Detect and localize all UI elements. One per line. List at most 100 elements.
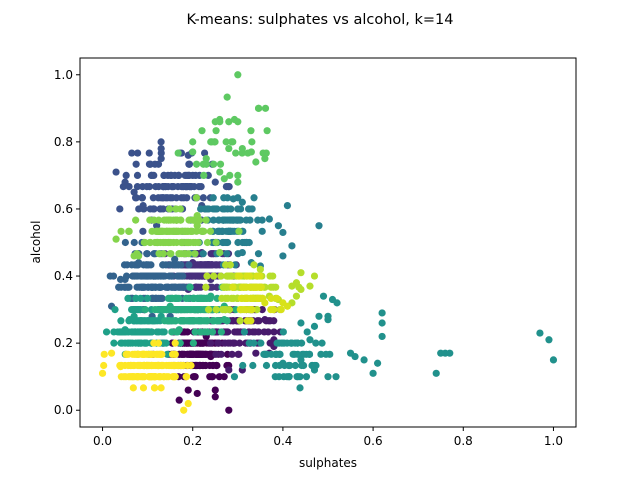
data-point — [146, 238, 155, 247]
data-point — [229, 317, 237, 325]
data-point — [297, 269, 305, 277]
data-point — [317, 350, 325, 358]
y-axis-ticks: 0.0 0.2 0.4 0.6 0.8 1.0 — [54, 68, 80, 417]
data-point — [173, 216, 181, 224]
data-point — [184, 399, 192, 408]
data-point — [234, 178, 242, 186]
data-point — [189, 148, 197, 156]
data-point — [177, 250, 186, 258]
data-point — [193, 222, 201, 230]
data-point — [238, 198, 246, 206]
data-point — [176, 205, 185, 213]
data-point — [212, 127, 220, 135]
data-point — [139, 202, 147, 210]
data-point — [155, 250, 163, 258]
data-point — [111, 305, 119, 314]
x-tick-label: 0.0 — [93, 434, 112, 448]
data-point — [266, 272, 274, 280]
data-point — [184, 386, 192, 394]
data-point — [216, 227, 224, 235]
data-point — [220, 373, 228, 381]
data-point — [150, 317, 158, 325]
data-point — [159, 261, 167, 269]
cluster-11 — [202, 261, 319, 325]
data-point — [102, 328, 111, 336]
data-point — [241, 283, 249, 291]
data-point — [292, 292, 301, 300]
data-point — [165, 238, 173, 247]
data-point — [374, 359, 382, 367]
data-point — [177, 283, 185, 291]
cluster-9 — [174, 71, 271, 186]
data-point — [142, 261, 150, 269]
data-point — [132, 339, 140, 347]
data-point — [107, 349, 116, 357]
data-point — [135, 259, 143, 267]
data-point — [181, 171, 189, 180]
data-point — [258, 216, 266, 224]
data-point — [199, 361, 207, 370]
data-point — [220, 238, 228, 247]
data-point — [128, 328, 136, 336]
data-point — [312, 339, 320, 347]
y-tick-label: 0.8 — [54, 135, 73, 149]
data-point — [191, 250, 199, 258]
data-point — [332, 373, 340, 381]
data-point — [145, 160, 154, 168]
data-point — [247, 127, 255, 135]
data-point — [293, 373, 301, 381]
data-point — [168, 350, 177, 358]
data-point — [197, 317, 206, 325]
data-point — [157, 144, 165, 153]
data-point — [150, 339, 158, 347]
cluster-12 — [229, 272, 292, 325]
data-point — [213, 317, 221, 325]
data-point — [324, 312, 332, 320]
data-point — [131, 194, 140, 202]
data-point — [206, 227, 215, 235]
data-point — [121, 326, 129, 334]
data-point — [225, 118, 233, 126]
data-point — [220, 194, 228, 202]
data-point — [216, 248, 224, 257]
data-point — [139, 350, 148, 358]
data-point — [189, 171, 197, 180]
data-point — [174, 149, 182, 157]
data-point — [180, 194, 188, 202]
data-point — [212, 305, 220, 314]
data-point — [279, 228, 287, 237]
data-point — [171, 373, 179, 381]
data-point — [298, 361, 306, 370]
data-point — [222, 138, 230, 146]
data-point — [220, 316, 228, 324]
data-point — [110, 339, 118, 347]
data-point — [203, 328, 212, 336]
data-point — [261, 155, 269, 163]
data-point — [159, 339, 168, 347]
points-layer — [98, 71, 558, 414]
data-point — [203, 272, 211, 280]
data-point — [167, 216, 175, 224]
data-point — [234, 118, 242, 126]
data-point — [229, 227, 237, 235]
data-point — [174, 305, 182, 314]
cluster-2 — [161, 238, 240, 303]
data-point — [261, 316, 269, 324]
data-point — [223, 250, 231, 258]
data-point — [150, 250, 158, 258]
data-point — [270, 328, 278, 336]
data-point — [248, 138, 256, 146]
data-point — [185, 160, 193, 168]
data-point — [195, 182, 203, 191]
data-point — [171, 339, 179, 347]
data-point — [228, 350, 236, 358]
data-point — [191, 238, 200, 247]
data-point — [148, 171, 156, 180]
data-point — [121, 339, 129, 347]
data-point — [318, 339, 326, 347]
data-point — [212, 350, 220, 358]
data-point — [138, 283, 147, 291]
data-point — [240, 305, 248, 314]
data-point — [125, 227, 133, 235]
data-point — [192, 194, 201, 202]
